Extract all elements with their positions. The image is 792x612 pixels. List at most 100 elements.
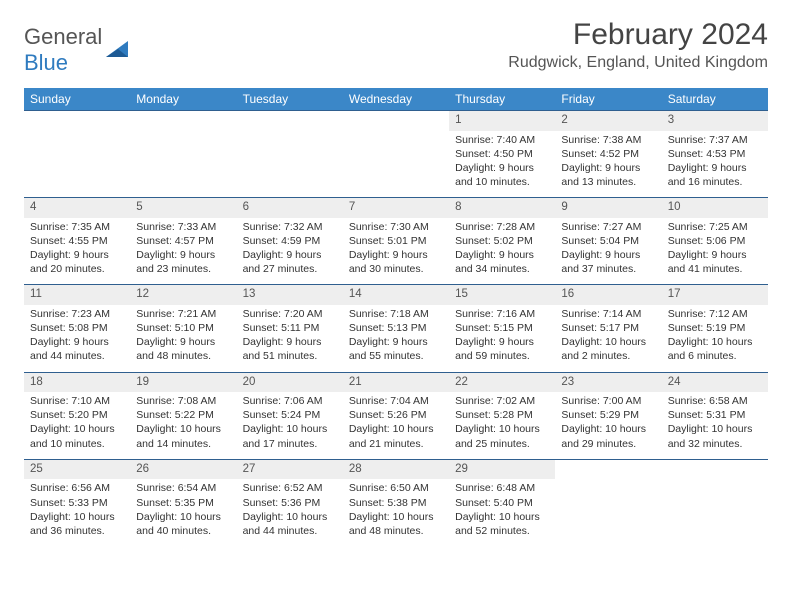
day-detail-line: Sunrise: 7:25 AM bbox=[668, 220, 762, 234]
day-number: 20 bbox=[237, 372, 343, 392]
day-detail-line: Daylight: 9 hours bbox=[243, 248, 337, 262]
day-cell: Sunrise: 6:50 AMSunset: 5:38 PMDaylight:… bbox=[343, 479, 449, 546]
day-detail-line: Sunrise: 6:56 AM bbox=[30, 481, 124, 495]
day-detail-line: and 59 minutes. bbox=[455, 349, 549, 363]
day-number: 26 bbox=[130, 459, 236, 479]
day-detail-line: Sunset: 5:15 PM bbox=[455, 321, 549, 335]
day-number: 21 bbox=[343, 372, 449, 392]
day-number: 17 bbox=[662, 285, 768, 305]
day-detail-line: Sunrise: 7:20 AM bbox=[243, 307, 337, 321]
day-number: 13 bbox=[237, 285, 343, 305]
day-detail-line: Daylight: 9 hours bbox=[455, 161, 549, 175]
day-detail-line: Sunset: 5:33 PM bbox=[30, 496, 124, 510]
logo-text: General Blue bbox=[24, 24, 102, 76]
day-header: Saturday bbox=[662, 88, 768, 111]
day-number: 16 bbox=[555, 285, 661, 305]
day-detail-line: Sunrise: 7:37 AM bbox=[668, 133, 762, 147]
day-detail-line: Daylight: 10 hours bbox=[243, 422, 337, 436]
day-detail-line: and 27 minutes. bbox=[243, 262, 337, 276]
day-content-row: Sunrise: 7:40 AMSunset: 4:50 PMDaylight:… bbox=[24, 131, 768, 198]
day-detail-line: Sunset: 5:06 PM bbox=[668, 234, 762, 248]
day-detail-line: Sunrise: 7:06 AM bbox=[243, 394, 337, 408]
day-content-row: Sunrise: 6:56 AMSunset: 5:33 PMDaylight:… bbox=[24, 479, 768, 546]
day-detail-line: Daylight: 9 hours bbox=[136, 248, 230, 262]
day-detail-line: Sunset: 5:36 PM bbox=[243, 496, 337, 510]
day-detail-line: Sunset: 5:40 PM bbox=[455, 496, 549, 510]
day-cell: Sunrise: 7:02 AMSunset: 5:28 PMDaylight:… bbox=[449, 392, 555, 459]
day-number: 14 bbox=[343, 285, 449, 305]
day-number: 22 bbox=[449, 372, 555, 392]
day-detail-line: Daylight: 10 hours bbox=[561, 335, 655, 349]
day-cell: Sunrise: 6:52 AMSunset: 5:36 PMDaylight:… bbox=[237, 479, 343, 546]
day-detail-line: Sunset: 5:28 PM bbox=[455, 408, 549, 422]
day-detail-line: Sunrise: 7:08 AM bbox=[136, 394, 230, 408]
day-number-row: 11121314151617 bbox=[24, 285, 768, 305]
day-number: 28 bbox=[343, 459, 449, 479]
day-cell: Sunrise: 7:25 AMSunset: 5:06 PMDaylight:… bbox=[662, 218, 768, 285]
day-detail-line: Daylight: 9 hours bbox=[349, 248, 443, 262]
day-detail-line: Daylight: 10 hours bbox=[668, 335, 762, 349]
day-detail-line: and 17 minutes. bbox=[243, 437, 337, 451]
day-detail-line: and 37 minutes. bbox=[561, 262, 655, 276]
day-detail-line: Sunset: 5:08 PM bbox=[30, 321, 124, 335]
day-cell bbox=[130, 131, 236, 198]
day-detail-line: Sunset: 5:31 PM bbox=[668, 408, 762, 422]
day-cell: Sunrise: 7:40 AMSunset: 4:50 PMDaylight:… bbox=[449, 131, 555, 198]
day-number: 15 bbox=[449, 285, 555, 305]
day-cell: Sunrise: 7:12 AMSunset: 5:19 PMDaylight:… bbox=[662, 305, 768, 372]
day-detail-line: Daylight: 10 hours bbox=[455, 422, 549, 436]
day-cell: Sunrise: 7:32 AMSunset: 4:59 PMDaylight:… bbox=[237, 218, 343, 285]
day-cell bbox=[343, 131, 449, 198]
day-number: 2 bbox=[555, 111, 661, 131]
day-detail-line: Sunset: 5:29 PM bbox=[561, 408, 655, 422]
day-cell: Sunrise: 7:10 AMSunset: 5:20 PMDaylight:… bbox=[24, 392, 130, 459]
day-detail-line: Daylight: 9 hours bbox=[136, 335, 230, 349]
day-cell: Sunrise: 6:48 AMSunset: 5:40 PMDaylight:… bbox=[449, 479, 555, 546]
day-detail-line: Daylight: 10 hours bbox=[668, 422, 762, 436]
day-detail-line: Sunrise: 7:18 AM bbox=[349, 307, 443, 321]
day-number-row: 45678910 bbox=[24, 198, 768, 218]
day-detail-line: Sunset: 4:53 PM bbox=[668, 147, 762, 161]
day-cell bbox=[237, 131, 343, 198]
day-detail-line: Daylight: 10 hours bbox=[136, 510, 230, 524]
logo-word-general: General bbox=[24, 24, 102, 49]
title-block: February 2024 Rudgwick, England, United … bbox=[508, 18, 768, 72]
day-cell: Sunrise: 7:00 AMSunset: 5:29 PMDaylight:… bbox=[555, 392, 661, 459]
day-detail-line: Sunrise: 7:30 AM bbox=[349, 220, 443, 234]
day-detail-line: Sunrise: 6:58 AM bbox=[668, 394, 762, 408]
day-content-row: Sunrise: 7:10 AMSunset: 5:20 PMDaylight:… bbox=[24, 392, 768, 459]
day-detail-line: and 48 minutes. bbox=[136, 349, 230, 363]
day-content-row: Sunrise: 7:35 AMSunset: 4:55 PMDaylight:… bbox=[24, 218, 768, 285]
day-cell: Sunrise: 7:38 AMSunset: 4:52 PMDaylight:… bbox=[555, 131, 661, 198]
month-title: February 2024 bbox=[508, 18, 768, 52]
day-cell bbox=[662, 479, 768, 546]
day-detail-line: Sunrise: 6:52 AM bbox=[243, 481, 337, 495]
day-header: Thursday bbox=[449, 88, 555, 111]
day-detail-line: and 13 minutes. bbox=[561, 175, 655, 189]
day-detail-line: Sunrise: 6:54 AM bbox=[136, 481, 230, 495]
day-cell: Sunrise: 7:35 AMSunset: 4:55 PMDaylight:… bbox=[24, 218, 130, 285]
day-header-row: Sunday Monday Tuesday Wednesday Thursday… bbox=[24, 88, 768, 111]
day-cell: Sunrise: 7:08 AMSunset: 5:22 PMDaylight:… bbox=[130, 392, 236, 459]
day-cell: Sunrise: 7:18 AMSunset: 5:13 PMDaylight:… bbox=[343, 305, 449, 372]
location-text: Rudgwick, England, United Kingdom bbox=[508, 54, 768, 72]
day-detail-line: and 48 minutes. bbox=[349, 524, 443, 538]
day-detail-line: Daylight: 10 hours bbox=[349, 510, 443, 524]
day-detail-line: Sunrise: 7:40 AM bbox=[455, 133, 549, 147]
day-detail-line: and 21 minutes. bbox=[349, 437, 443, 451]
day-detail-line: Daylight: 10 hours bbox=[30, 510, 124, 524]
day-cell: Sunrise: 7:33 AMSunset: 4:57 PMDaylight:… bbox=[130, 218, 236, 285]
day-detail-line: Sunrise: 7:10 AM bbox=[30, 394, 124, 408]
day-header: Monday bbox=[130, 88, 236, 111]
day-detail-line: Sunrise: 6:50 AM bbox=[349, 481, 443, 495]
day-content-row: Sunrise: 7:23 AMSunset: 5:08 PMDaylight:… bbox=[24, 305, 768, 372]
day-cell: Sunrise: 7:28 AMSunset: 5:02 PMDaylight:… bbox=[449, 218, 555, 285]
day-number: 11 bbox=[24, 285, 130, 305]
day-header: Friday bbox=[555, 88, 661, 111]
day-detail-line: Sunrise: 7:27 AM bbox=[561, 220, 655, 234]
day-detail-line: Daylight: 10 hours bbox=[243, 510, 337, 524]
day-detail-line: Daylight: 9 hours bbox=[30, 335, 124, 349]
day-cell: Sunrise: 7:21 AMSunset: 5:10 PMDaylight:… bbox=[130, 305, 236, 372]
day-detail-line: Daylight: 9 hours bbox=[668, 161, 762, 175]
day-cell: Sunrise: 7:30 AMSunset: 5:01 PMDaylight:… bbox=[343, 218, 449, 285]
